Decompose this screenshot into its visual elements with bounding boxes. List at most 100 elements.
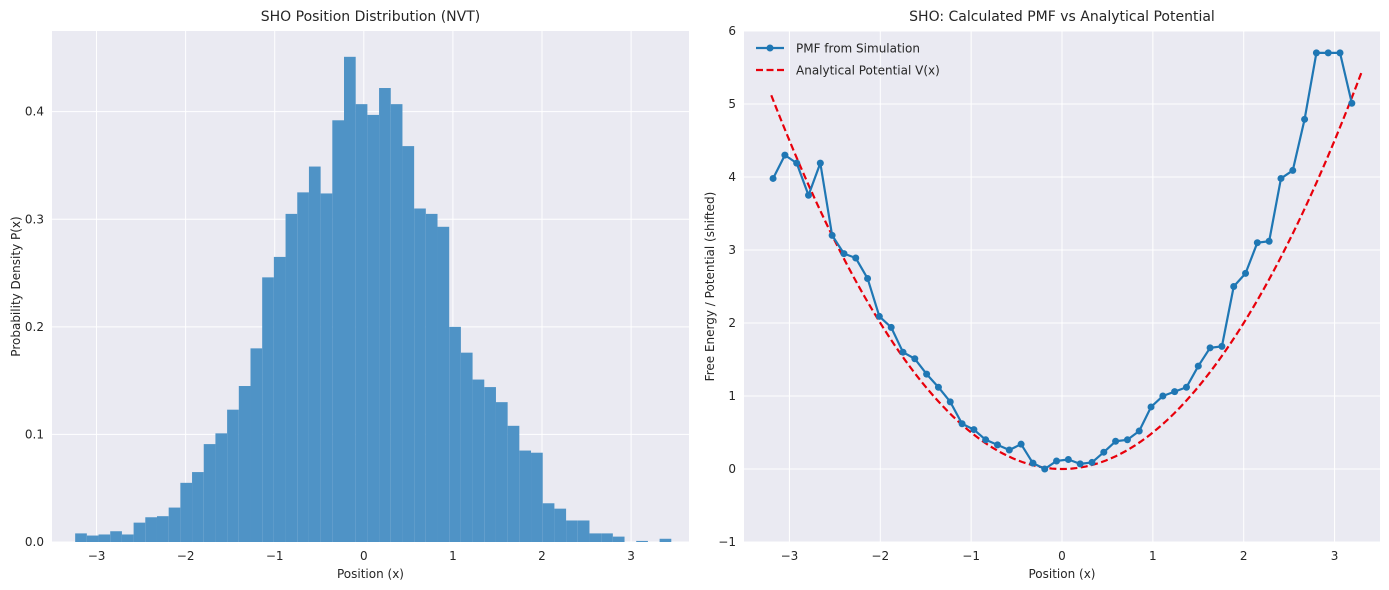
histogram-bar — [168, 507, 181, 542]
pmf-point — [946, 398, 954, 406]
y-tick-label: 2 — [728, 316, 736, 330]
x-tick-label: −3 — [781, 549, 799, 563]
pmf-point — [781, 151, 789, 159]
x-tick-label: 0 — [1058, 549, 1066, 563]
histogram-bar — [519, 450, 532, 542]
pmf-line-chart: −3 −2 −1 0 1 2 3 −1 0 1 2 3 4 5 6 SHO: Calculated PMF… — [703, 9, 1380, 581]
pmf-point — [1029, 459, 1037, 467]
pmf-point — [911, 355, 919, 363]
y-tick-label: −1 — [718, 535, 736, 549]
pmf-point — [1218, 342, 1226, 350]
y-tick-label: 3 — [728, 243, 736, 257]
histogram-bar — [484, 387, 496, 542]
histogram-bar — [449, 326, 461, 542]
histogram-bar — [98, 534, 111, 542]
analytical-potential-line — [770, 71, 1363, 471]
pmf-point — [1088, 458, 1096, 466]
x-tick-label: 2 — [538, 549, 546, 563]
pmf-point — [1147, 403, 1155, 411]
histogram-bar — [472, 379, 485, 542]
histogram-bar — [437, 226, 450, 542]
pmf-point — [793, 159, 801, 167]
histogram-bar — [612, 536, 625, 542]
pmf-point — [1194, 362, 1202, 370]
y-tick-label: 6 — [728, 24, 736, 38]
histogram-bar — [156, 516, 169, 542]
histogram-bar — [332, 120, 345, 542]
pmf-point — [1017, 440, 1025, 448]
histogram-bar — [507, 425, 520, 542]
pmf-point — [1005, 446, 1013, 454]
y-tick-label: 0 — [728, 462, 736, 476]
y-tick-label: 0.4 — [25, 105, 44, 119]
histogram-bar — [180, 482, 193, 542]
x-tick-label: 0 — [360, 549, 368, 563]
x-tick-label: −1 — [266, 549, 284, 563]
x-tick-label: 2 — [1240, 549, 1248, 563]
histogram-bar — [203, 444, 216, 542]
histogram-bar — [589, 533, 602, 542]
histogram-bar — [320, 193, 333, 542]
y-tick-labels: −1 0 1 2 3 4 5 6 — [718, 24, 736, 549]
pmf-point — [1336, 49, 1344, 57]
histogram-bar — [495, 402, 508, 542]
x-tick-label: 3 — [1331, 549, 1339, 563]
pmf-point — [1265, 237, 1273, 245]
pmf-point — [1064, 456, 1072, 464]
histogram-bar — [215, 433, 228, 542]
pmf-point — [1242, 269, 1250, 277]
x-axis-label: Position (x) — [1028, 567, 1095, 581]
pmf-point — [1182, 383, 1190, 391]
histogram-bar — [460, 352, 473, 542]
x-tick-label: −2 — [177, 549, 195, 563]
pmf-point — [970, 426, 978, 434]
y-axis-label: Probability Density P(x) — [9, 216, 23, 356]
x-tick-labels: −3 −2 −1 0 1 2 3 — [781, 549, 1339, 563]
y-tick-label: 5 — [728, 97, 736, 111]
pmf-point — [769, 174, 777, 182]
pmf-point — [1230, 283, 1238, 290]
histogram-bar — [566, 520, 578, 542]
x-axis-label: Position (x) — [337, 567, 404, 581]
histogram-bar — [379, 88, 391, 542]
histogram-bar — [262, 277, 274, 542]
histogram-bar — [110, 531, 122, 542]
pmf-point — [828, 231, 836, 239]
y-axis-label: Free Energy / Potential (shifted) — [703, 192, 717, 382]
histogram-bar — [601, 533, 613, 542]
histogram-bar — [121, 534, 134, 542]
chart-title: SHO Position Distribution (NVT) — [261, 9, 481, 25]
y-tick-label: 0.0 — [25, 535, 44, 549]
pmf-point — [887, 323, 895, 331]
histogram-bar — [308, 166, 321, 542]
histogram-bar — [425, 213, 438, 542]
legend: PMF from Simulation Analytical Potential… — [756, 42, 940, 78]
pmf-point — [805, 191, 813, 199]
histogram-bar — [367, 114, 380, 543]
pmf-point — [1159, 392, 1167, 400]
histogram-bar — [238, 386, 251, 542]
x-tick-label: −1 — [962, 549, 980, 563]
histogram-bar — [75, 533, 87, 542]
x-tick-label: −3 — [88, 549, 106, 563]
y-tick-labels: 0.0 0.1 0.2 0.3 0.4 — [25, 105, 44, 549]
histogram-bar — [86, 535, 99, 542]
histogram-bar — [297, 192, 309, 543]
x-tick-label: −2 — [871, 549, 889, 563]
pmf-point — [1348, 99, 1356, 107]
histogram-bar — [542, 503, 555, 542]
x-tick-label: 3 — [627, 549, 635, 563]
histogram-bar — [659, 538, 672, 542]
histogram-bar — [344, 56, 356, 543]
pmf-point — [923, 370, 931, 378]
pmf-point — [1135, 427, 1143, 435]
pmf-point — [1324, 49, 1332, 57]
chart-title: SHO: Calculated PMF vs Analytical Potent… — [909, 9, 1215, 25]
histogram-bar — [531, 452, 543, 542]
histogram-bars — [75, 56, 672, 543]
series-lines — [769, 49, 1363, 473]
grid — [744, 30, 1380, 543]
pmf-point — [1277, 174, 1285, 182]
histogram-bar — [355, 104, 368, 542]
